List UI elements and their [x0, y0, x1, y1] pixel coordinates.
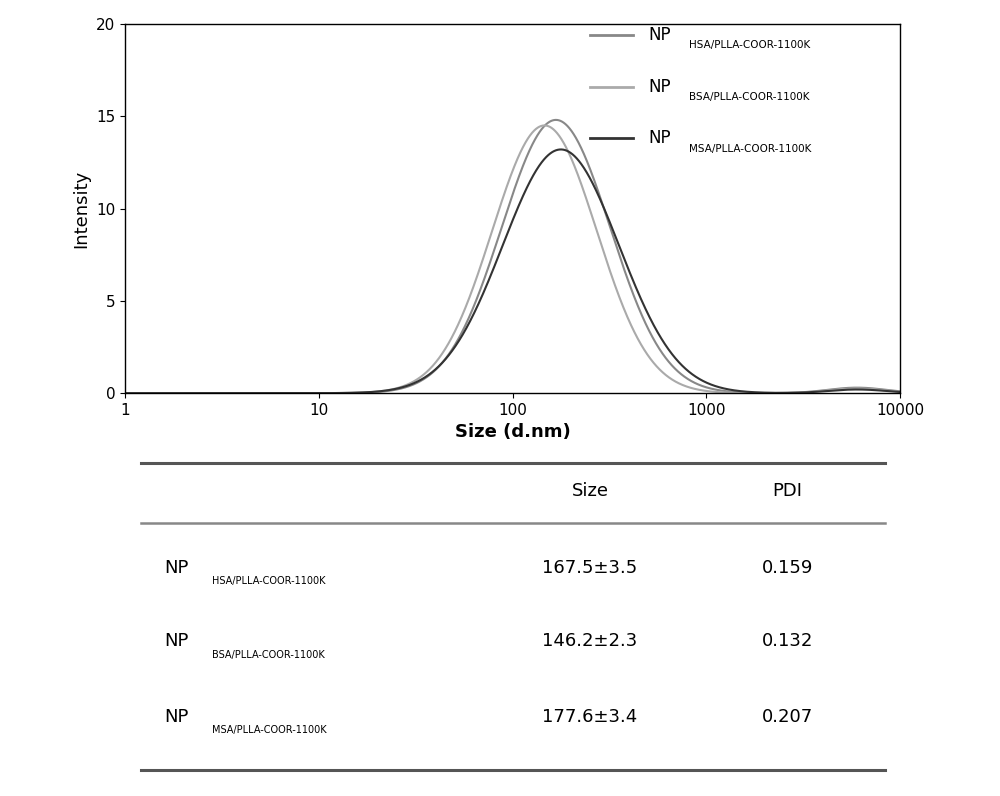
Text: PDI: PDI [773, 482, 803, 500]
Text: NP: NP [648, 26, 671, 44]
Text: 0.207: 0.207 [762, 708, 813, 726]
Text: MSA/PLLA-COOR-1100K: MSA/PLLA-COOR-1100K [689, 144, 812, 154]
Text: 167.5±3.5: 167.5±3.5 [542, 559, 638, 577]
Text: HSA/PLLA-COOR-1100K: HSA/PLLA-COOR-1100K [689, 41, 810, 50]
Text: NP: NP [164, 559, 188, 577]
Y-axis label: Intensity: Intensity [72, 170, 90, 248]
Text: MSA/PLLA-COOR-1100K: MSA/PLLA-COOR-1100K [212, 725, 326, 735]
Text: 177.6±3.4: 177.6±3.4 [542, 708, 638, 726]
Text: BSA/PLLA-COOR-1100K: BSA/PLLA-COOR-1100K [689, 92, 810, 102]
Text: 0.159: 0.159 [762, 559, 813, 577]
Text: Size: Size [572, 482, 608, 500]
X-axis label: Size (d.nm): Size (d.nm) [455, 423, 570, 442]
Text: NP: NP [648, 130, 671, 147]
Text: NP: NP [648, 78, 671, 96]
Text: 0.132: 0.132 [762, 632, 813, 650]
Text: 146.2±2.3: 146.2±2.3 [542, 632, 638, 650]
Text: BSA/PLLA-COOR-1100K: BSA/PLLA-COOR-1100K [212, 650, 325, 660]
Text: HSA/PLLA-COOR-1100K: HSA/PLLA-COOR-1100K [212, 576, 325, 587]
Text: NP: NP [164, 708, 188, 726]
Text: NP: NP [164, 632, 188, 650]
